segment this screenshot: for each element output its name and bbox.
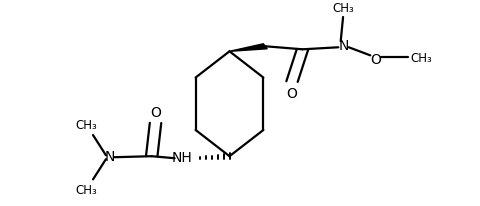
Text: O: O	[370, 53, 381, 67]
Text: O: O	[150, 105, 161, 119]
Text: CH₃: CH₃	[75, 183, 97, 196]
Text: CH₃: CH₃	[332, 2, 354, 15]
Text: CH₃: CH₃	[410, 52, 432, 64]
Text: CH₃: CH₃	[75, 119, 97, 132]
Text: O: O	[287, 86, 298, 100]
Text: NH: NH	[172, 150, 192, 164]
Text: N: N	[339, 39, 349, 53]
Polygon shape	[229, 44, 267, 52]
Text: N: N	[105, 150, 115, 163]
